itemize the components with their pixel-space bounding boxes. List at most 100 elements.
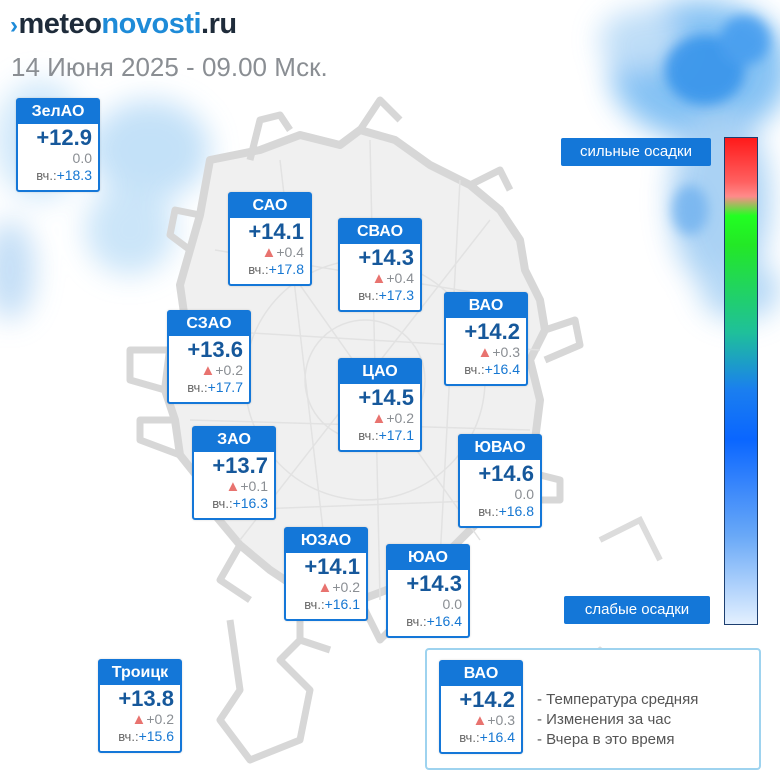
site-logo: ›meteonovosti.ru (10, 8, 237, 42)
card-temperature: +13.7 (212, 453, 268, 478)
card-yesterday: вч.:+18.3 (18, 167, 98, 184)
up-arrow-icon: ▲ (371, 410, 387, 427)
card-yesterday-value: +18.3 (56, 167, 92, 183)
card-district-name: ЗАО (194, 428, 274, 452)
card-temperature: +14.3 (406, 571, 462, 596)
card-temperature: +14.1 (304, 554, 360, 579)
card-change: ▲+0.3 (441, 712, 521, 729)
district-card-zao: ЗАО +13.7 ▲+0.1 вч.:+16.3 (192, 426, 276, 520)
card-yesterday-value: +16.4 (426, 613, 462, 629)
card-temperature: +14.5 (358, 385, 414, 410)
card-yesterday-value: +16.4 (479, 729, 515, 745)
district-card-zelao: ЗелАО +12.9 0.0 вч.:+18.3 (16, 98, 100, 192)
card-change-value: 0.0 (514, 486, 534, 502)
card-yesterday: вч.:+17.8 (230, 261, 310, 278)
legend-line-yesterday: - Вчера в это время (537, 731, 675, 748)
card-yesterday-value: +17.8 (268, 261, 304, 277)
card-yesterday-label: вч.: (406, 614, 427, 629)
card-district-name: ЗелАО (18, 100, 98, 124)
card-yesterday-value: +17.7 (207, 379, 243, 395)
card-change: ▲+0.2 (286, 579, 366, 596)
card-yesterday-value: +16.3 (232, 495, 268, 511)
card-yesterday-label: вч.: (304, 597, 325, 612)
scale-label-light: слабые осадки (564, 596, 710, 624)
card-change: ▲+0.3 (446, 344, 526, 361)
card-change: 0.0 (388, 596, 468, 613)
card-yesterday: вч.:+16.4 (446, 361, 526, 378)
card-yesterday-value: +16.1 (324, 596, 360, 612)
district-card-svao: СВАО +14.3 ▲+0.4 вч.:+17.3 (338, 218, 422, 312)
district-card-szao: СЗАО +13.6 ▲+0.2 вч.:+17.7 (167, 310, 251, 404)
card-temperature: +13.8 (118, 686, 174, 711)
card-yesterday-label: вч.: (187, 380, 208, 395)
card-change: 0.0 (18, 150, 98, 167)
card-change: ▲+0.2 (169, 362, 249, 379)
card-temperature: +14.2 (464, 319, 520, 344)
card-temperature: +12.9 (36, 125, 92, 150)
district-card-troitsk: Троицк +13.8 ▲+0.2 вч.:+15.6 (98, 659, 182, 753)
card-change-value: +0.4 (386, 270, 414, 286)
card-district-name: Троицк (100, 661, 180, 685)
card-yesterday: вч.:+16.3 (194, 495, 274, 512)
card-change-value: +0.2 (332, 579, 360, 595)
card-change-value: 0.0 (72, 150, 92, 166)
card-yesterday-label: вч.: (36, 168, 57, 183)
up-arrow-icon: ▲ (225, 478, 241, 495)
card-yesterday-value: +16.4 (484, 361, 520, 377)
card-change-value: +0.3 (492, 344, 520, 360)
up-arrow-icon: ▲ (200, 362, 216, 379)
legend-description: - Температура средняя - Изменения за час… (537, 690, 698, 750)
card-yesterday: вч.:+15.6 (100, 728, 180, 745)
card-temperature: +14.6 (478, 461, 534, 486)
card-yesterday-label: вч.: (464, 362, 485, 377)
card-change-value: +0.2 (215, 362, 243, 378)
forecast-date: 14 Июня 2025 - 09.00 Мск. (11, 52, 328, 82)
precipitation-scale-bar (724, 137, 758, 625)
card-yesterday-label: вч.: (358, 288, 379, 303)
card-yesterday: вч.:+16.4 (388, 613, 468, 630)
legend-box: ВАО +14.2 ▲+0.3 вч.:+16.4 - Температура … (425, 648, 761, 770)
card-yesterday-label: вч.: (459, 730, 480, 745)
card-yesterday-value: +15.6 (138, 728, 174, 744)
district-card-yuzao: ЮЗАО +14.1 ▲+0.2 вч.:+16.1 (284, 527, 368, 621)
card-yesterday: вч.:+16.4 (441, 729, 521, 746)
logo-text-meteo: meteo (18, 8, 102, 40)
card-district-name: ЮВАО (460, 436, 540, 460)
card-change: ▲+0.2 (340, 410, 420, 427)
legend-sample-card: ВАО +14.2 ▲+0.3 вч.:+16.4 (439, 660, 523, 754)
card-yesterday: вч.:+16.8 (460, 503, 540, 520)
up-arrow-icon: ▲ (371, 270, 387, 287)
logo-mark: › (10, 12, 18, 39)
card-yesterday-label: вч.: (478, 504, 499, 519)
card-district-name: СВАО (340, 220, 420, 244)
card-yesterday-value: +16.8 (498, 503, 534, 519)
card-district-name: ЮАО (388, 546, 468, 570)
legend-line-temperature: - Температура средняя (537, 691, 699, 708)
up-arrow-icon: ▲ (477, 344, 493, 361)
up-arrow-icon: ▲ (261, 244, 277, 261)
card-yesterday-value: +17.3 (378, 287, 414, 303)
logo-text-novosti: novosti (101, 8, 202, 40)
card-district-name: СЗАО (169, 312, 249, 336)
card-change-value: +0.2 (386, 410, 414, 426)
up-arrow-icon: ▲ (317, 579, 333, 596)
district-card-sao: САО +14.1 ▲+0.4 вч.:+17.8 (228, 192, 312, 286)
card-change: ▲+0.4 (340, 270, 420, 287)
card-district-name: ЦАО (340, 360, 420, 384)
district-card-yuao: ЮАО +14.3 0.0 вч.:+16.4 (386, 544, 470, 638)
card-change-value: +0.3 (487, 712, 515, 728)
card-yesterday-value: +17.1 (378, 427, 414, 443)
up-arrow-icon: ▲ (131, 711, 147, 728)
card-change: ▲+0.1 (194, 478, 274, 495)
card-change: ▲+0.2 (100, 711, 180, 728)
card-yesterday: вч.:+16.1 (286, 596, 366, 613)
card-district-name: ВАО (441, 662, 521, 686)
card-change-value: +0.2 (146, 711, 174, 727)
card-temperature: +14.3 (358, 245, 414, 270)
card-district-name: ВАО (446, 294, 526, 318)
up-arrow-icon: ▲ (472, 712, 488, 729)
district-card-yuvao: ЮВАО +14.6 0.0 вч.:+16.8 (458, 434, 542, 528)
card-change-value: 0.0 (442, 596, 462, 612)
card-change: 0.0 (460, 486, 540, 503)
logo-text-domain: .ru (201, 8, 237, 40)
